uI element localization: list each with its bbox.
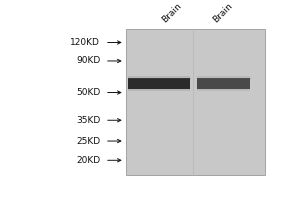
Bar — [197, 78, 250, 89]
Text: Brain: Brain — [160, 2, 183, 25]
Text: 20KD: 20KD — [76, 156, 100, 165]
Bar — [197, 76, 250, 91]
Text: 120KD: 120KD — [70, 38, 100, 47]
Text: 50KD: 50KD — [76, 88, 100, 97]
Bar — [126, 29, 266, 175]
Text: 25KD: 25KD — [76, 137, 100, 146]
Text: 35KD: 35KD — [76, 116, 100, 125]
Text: Brain: Brain — [211, 2, 235, 25]
Bar — [128, 78, 190, 89]
Text: 90KD: 90KD — [76, 56, 100, 65]
Bar — [128, 76, 190, 91]
